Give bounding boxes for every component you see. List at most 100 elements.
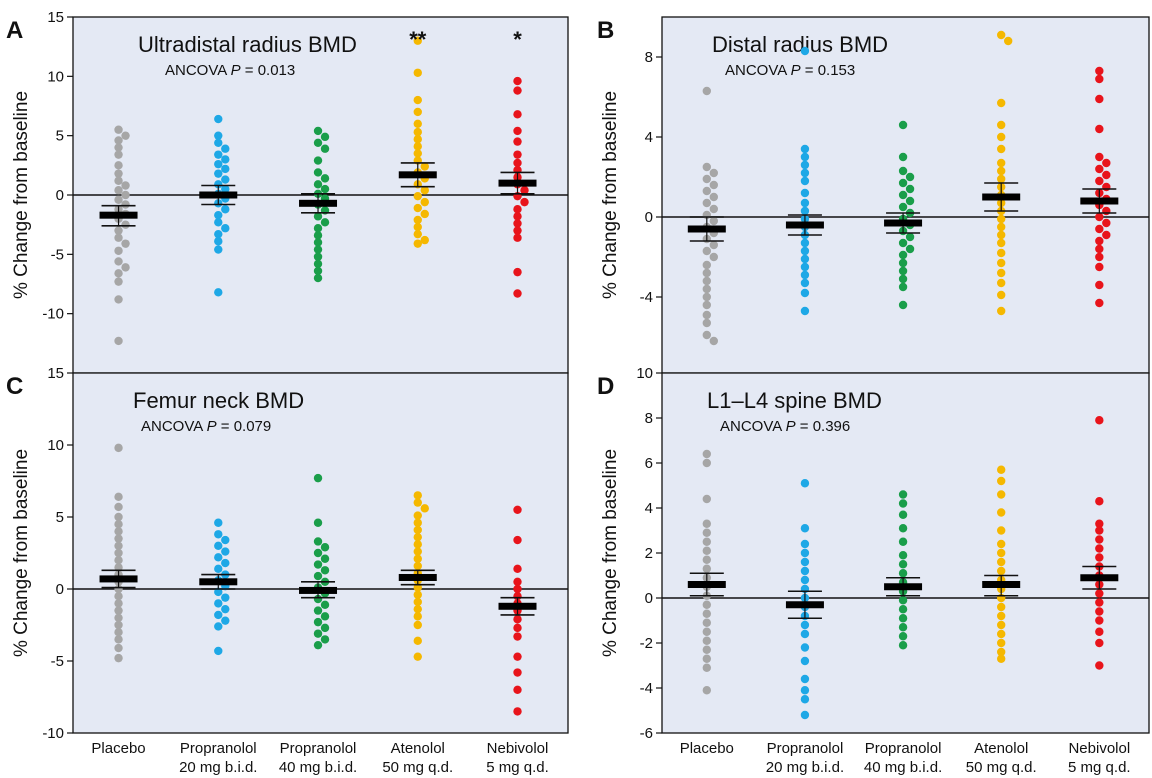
data-point xyxy=(513,226,522,235)
data-point xyxy=(221,144,230,153)
group-propranolol-20 xyxy=(199,518,238,656)
p-value: = 0.153 xyxy=(801,62,856,79)
mean-bar xyxy=(982,581,1021,588)
data-point xyxy=(413,95,422,105)
x-category-sublabel: 50 mg q.d. xyxy=(382,759,453,776)
data-point xyxy=(413,525,422,535)
data-point xyxy=(702,449,712,459)
data-point xyxy=(413,620,422,630)
data-point xyxy=(221,175,230,184)
data-point xyxy=(114,246,123,255)
data-point xyxy=(996,268,1006,278)
y-tick-label: 5 xyxy=(56,128,64,145)
data-point xyxy=(114,628,123,637)
data-point xyxy=(313,252,323,261)
data-point xyxy=(800,198,810,208)
y-tick-label: 8 xyxy=(645,49,653,66)
data-point xyxy=(898,641,908,650)
data-point xyxy=(313,126,323,136)
data-point xyxy=(114,150,123,159)
data-point xyxy=(996,654,1006,663)
data-point xyxy=(898,596,908,605)
data-point xyxy=(114,635,123,644)
p-value: = 0.396 xyxy=(796,418,851,435)
data-point xyxy=(214,114,223,124)
data-point xyxy=(898,258,908,268)
data-point xyxy=(114,613,123,622)
y-tick-label: 4 xyxy=(645,500,653,517)
data-point xyxy=(905,232,915,242)
data-point xyxy=(221,558,230,568)
y-tick-label: 10 xyxy=(636,365,653,382)
data-point xyxy=(114,143,123,152)
data-point xyxy=(1102,158,1111,168)
data-point xyxy=(898,190,908,200)
data-point xyxy=(898,632,908,641)
data-point xyxy=(1095,164,1104,174)
data-point xyxy=(114,295,123,304)
data-point xyxy=(702,686,712,695)
data-point xyxy=(313,617,323,627)
data-point xyxy=(114,599,123,608)
data-point xyxy=(114,548,123,558)
data-point xyxy=(214,159,223,169)
data-point xyxy=(898,152,908,162)
x-category-sublabel: 40 mg b.i.d. xyxy=(279,759,357,776)
data-point xyxy=(214,530,223,539)
data-point xyxy=(898,560,908,569)
panel-title: Femur neck BMD xyxy=(133,388,304,413)
x-category-sublabel: 40 mg b.i.d. xyxy=(864,759,942,776)
data-point xyxy=(996,120,1006,130)
data-point xyxy=(420,162,429,171)
data-point xyxy=(800,566,810,576)
panel-a: 15 10 5 0 -5 -10 % Change from baseline A Ultrad… xyxy=(6,9,569,374)
data-point xyxy=(702,162,712,172)
data-point xyxy=(320,635,330,644)
data-point xyxy=(313,273,323,283)
data-point xyxy=(996,98,1006,108)
mean-bar xyxy=(498,602,537,610)
data-point xyxy=(221,205,230,214)
data-point xyxy=(413,127,422,137)
group-nebivolol xyxy=(498,76,537,298)
data-point xyxy=(221,547,230,556)
group-nebivolol xyxy=(1080,416,1119,670)
data-point xyxy=(221,164,230,174)
data-point xyxy=(413,604,422,614)
data-point xyxy=(513,86,522,95)
panel-letter: A xyxy=(6,17,23,44)
data-point xyxy=(214,288,223,297)
data-point xyxy=(1095,262,1104,272)
data-point xyxy=(413,491,422,500)
panel-title: L1–L4 spine BMD xyxy=(707,388,882,413)
y-tick-label: -5 xyxy=(51,246,64,263)
x-category-sublabel: 20 mg b.i.d. xyxy=(179,759,257,776)
data-point xyxy=(996,508,1006,517)
data-point xyxy=(1095,298,1104,308)
data-point xyxy=(513,623,522,633)
ancova-label: ANCOVA xyxy=(141,418,207,435)
data-point xyxy=(513,564,522,574)
data-point xyxy=(898,238,908,248)
data-point xyxy=(1102,230,1111,240)
data-point xyxy=(702,198,712,208)
data-point xyxy=(709,204,719,214)
data-point xyxy=(1102,218,1111,228)
data-point xyxy=(905,184,915,194)
y-tick-label: 0 xyxy=(56,581,64,598)
data-point xyxy=(996,248,1006,258)
data-point xyxy=(800,557,810,567)
group-propranolol-20 xyxy=(199,114,238,297)
data-point xyxy=(1102,170,1111,180)
x-category-sublabel: 20 mg b.i.d. xyxy=(766,759,844,776)
data-point xyxy=(513,267,522,277)
x-category-sublabel: 5 mg q.d. xyxy=(1068,759,1131,776)
data-point xyxy=(709,216,719,226)
data-point xyxy=(313,238,323,247)
data-point xyxy=(513,219,522,228)
data-point xyxy=(702,636,712,645)
data-point xyxy=(996,647,1006,657)
data-point xyxy=(996,548,1006,558)
data-point xyxy=(1095,224,1104,234)
data-point xyxy=(800,479,810,488)
